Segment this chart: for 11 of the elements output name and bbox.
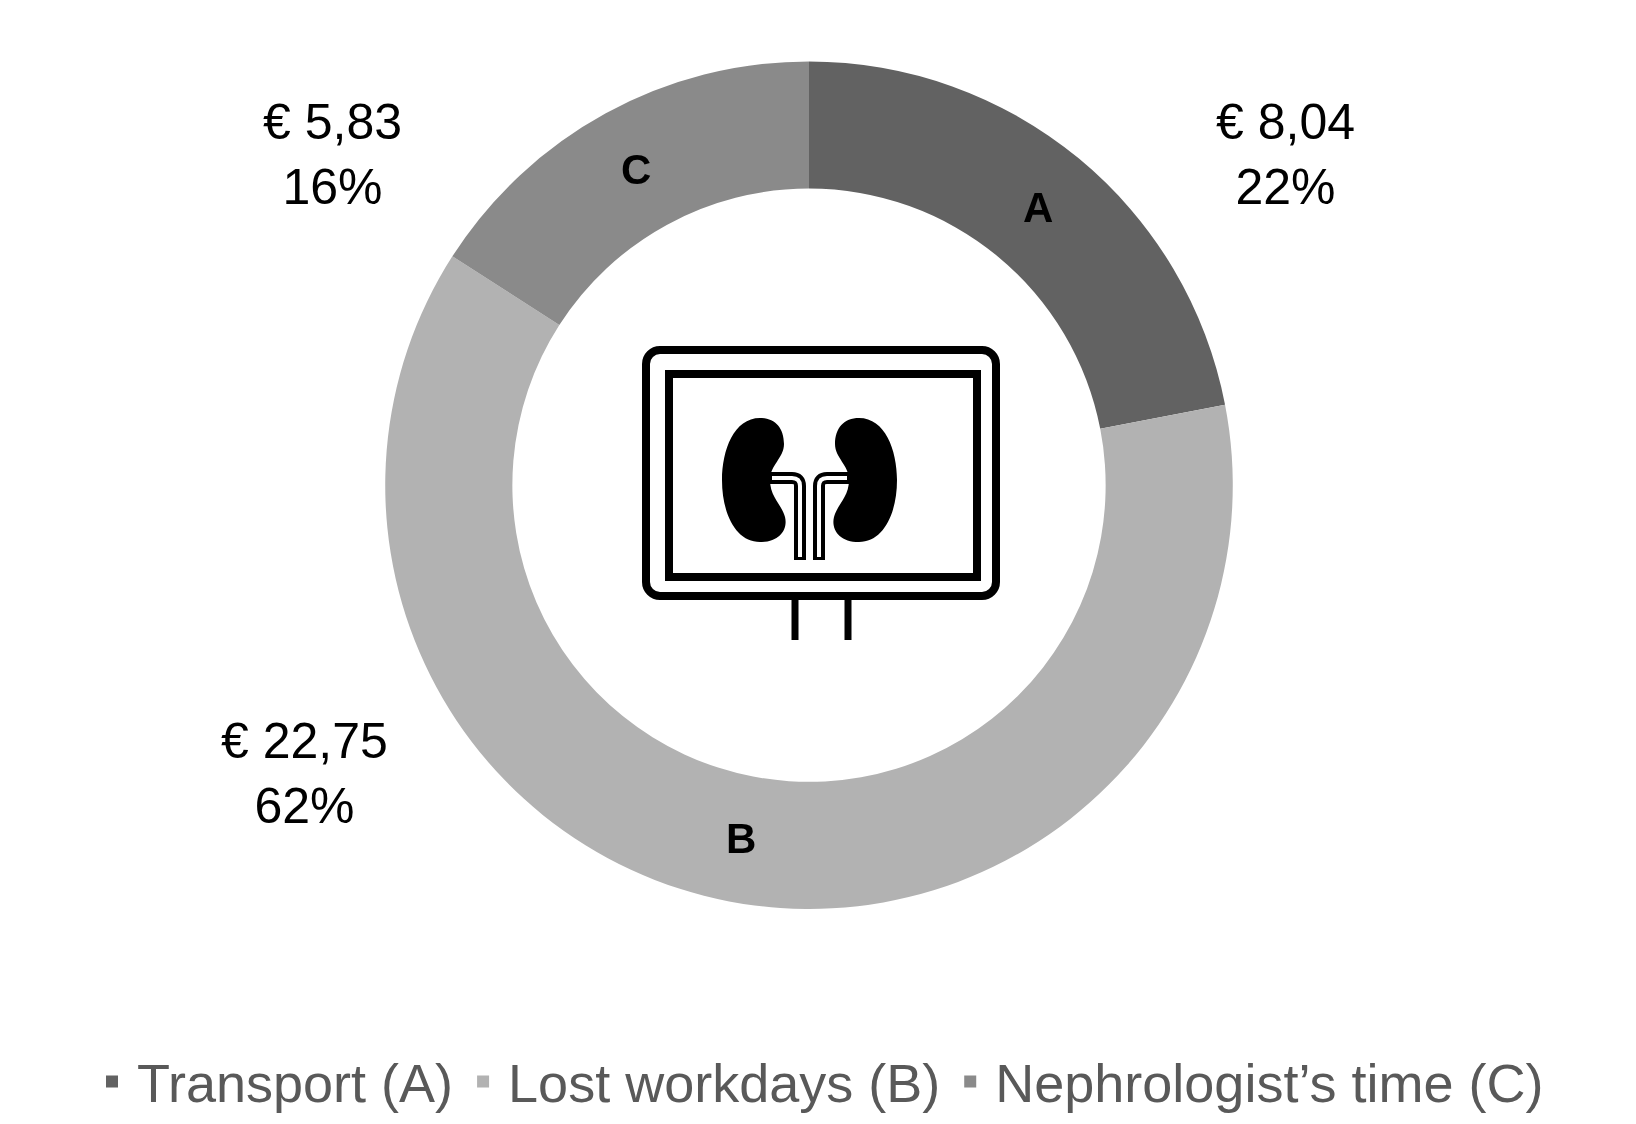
legend-label: Transport (A) [137, 1053, 454, 1114]
donut-slice [452, 61, 809, 326]
data-label: € 5,83 16% [263, 94, 403, 215]
data-label: € 8,04 22% [1216, 94, 1356, 215]
legend-label: Lost workdays (B) [508, 1053, 941, 1114]
text: A [1023, 183, 1054, 231]
donut-slice [385, 256, 1232, 909]
legend-label: Nephrologist’s time (C) [995, 1053, 1544, 1114]
text: B [725, 815, 757, 863]
data-label: € 22,75 62% [221, 713, 388, 834]
text: C [621, 145, 652, 193]
